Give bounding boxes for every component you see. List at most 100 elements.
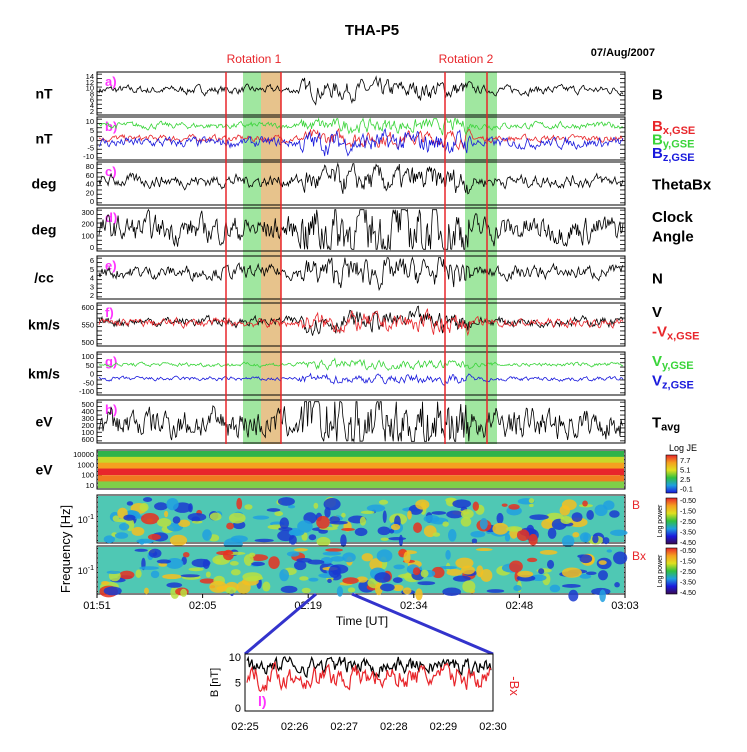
spectrogram-band — [98, 451, 624, 458]
wavelet-blob — [118, 523, 130, 531]
rotation-lines — [225, 72, 488, 444]
wavelet-blob — [202, 559, 210, 569]
wavelet-blob — [188, 567, 204, 572]
wavelet-blob — [606, 549, 613, 553]
wavelet-blob — [504, 533, 511, 542]
right-label-main: B — [652, 131, 663, 148]
je-colorbar-title: Log JE — [669, 443, 697, 453]
inset-series-minus-bx — [246, 661, 492, 693]
wavelet-blob — [549, 584, 561, 593]
y-tick-label: 600 — [81, 303, 94, 312]
wavelet-blob — [307, 559, 325, 565]
wavelet-blob — [586, 510, 594, 520]
panel-frame — [96, 399, 626, 444]
panel-letter: e) — [105, 258, 117, 273]
wavelet-blob — [251, 561, 265, 567]
right-label-main: Angle — [652, 229, 694, 246]
rotation-1-band — [243, 72, 261, 444]
y-tick-label: 12 — [86, 78, 94, 87]
wavelet-blob — [287, 504, 296, 509]
right-label-main: B — [652, 145, 663, 162]
panel-letter: c) — [105, 164, 117, 179]
series-tavg — [98, 401, 624, 443]
wavelet-blob — [308, 534, 317, 541]
wavelet-blob — [546, 559, 555, 569]
wavelet-blob — [187, 512, 207, 522]
y-tick-label: 6 — [90, 95, 94, 104]
wavelet-blob — [165, 557, 184, 569]
inset-y-tick: 10 — [229, 652, 241, 664]
power_k-tick: -0.50 — [680, 548, 696, 555]
wavelet-blob — [506, 526, 523, 532]
wavelet-blob — [215, 558, 221, 565]
wavelet-blob — [191, 520, 203, 524]
wavelet-blob — [279, 569, 290, 582]
wavelet-blob — [423, 515, 440, 523]
wavelet-blob — [313, 502, 319, 509]
wavelet-blob — [329, 516, 341, 523]
inset-x-tick: 02:29 — [430, 721, 458, 733]
wavelet-blob — [340, 534, 347, 547]
wavelet-blob — [103, 586, 122, 596]
spectrogram-band — [98, 462, 624, 470]
panel-frame — [96, 351, 626, 396]
wavelet-blob — [392, 584, 404, 592]
wavelet-blob — [517, 570, 534, 578]
wavelet-blob — [388, 537, 407, 541]
je-colorbar-tick: -0.1 — [680, 485, 693, 494]
wavelet-blob — [126, 501, 134, 506]
wavelet-blob — [180, 588, 188, 597]
wavelet-blob — [407, 510, 412, 520]
wavelet-blob — [389, 529, 395, 534]
je-colorbar — [665, 454, 678, 494]
wavelet-blob — [347, 587, 356, 593]
wavelet-blob — [390, 523, 401, 531]
power_j-tick: -1.50 — [680, 509, 696, 516]
y-tick-label: 100 — [81, 471, 94, 480]
panel-letter: f) — [105, 305, 114, 320]
wavelet-blob — [613, 551, 628, 565]
rotation-1-label: Rotation 1 — [227, 52, 282, 66]
y-tick-label: 200 — [81, 220, 94, 229]
wavelet-blob — [131, 526, 145, 536]
wavelet-blob — [361, 553, 373, 562]
right-label: Tavg — [652, 415, 680, 434]
y-tick-label: 0 — [90, 135, 94, 144]
wavelet-blob — [323, 498, 341, 511]
wavelet-blob — [529, 514, 549, 520]
wavelet-blob — [202, 529, 212, 541]
right-label-main: V — [652, 353, 662, 370]
y-tick-label: 2 — [90, 107, 94, 116]
wavelet-blob — [432, 532, 441, 537]
zoom-line-left — [244, 592, 317, 656]
y-tick-label: -50 — [83, 378, 94, 387]
wavelet-blob — [360, 510, 375, 514]
wavelet-blob — [366, 504, 386, 512]
y-tick-label: 10 — [86, 117, 94, 126]
power_j-tick: -2.50 — [680, 519, 696, 526]
wavelet-blob — [123, 514, 136, 521]
y-tick-label: 10000 — [73, 450, 94, 459]
spectrogram-band — [98, 481, 624, 489]
wavelet-blob — [143, 587, 149, 595]
wavelet-blob — [460, 516, 472, 527]
wavelet-blob — [571, 512, 583, 522]
wavelet-blob — [297, 520, 313, 533]
wavelet-blob — [205, 571, 211, 578]
panel-frame — [96, 302, 626, 347]
y-tick-label: 14 — [86, 72, 94, 81]
wavelet-blob — [266, 508, 281, 512]
series-bz-gse — [98, 127, 624, 157]
unit-label: /cc — [34, 270, 54, 286]
wavelet-blob — [286, 551, 300, 557]
y-tick-label: 300 — [81, 414, 94, 423]
panel-letter: d) — [105, 210, 117, 225]
zoom-line-right — [351, 592, 494, 656]
y-tick-label: 100 — [81, 231, 94, 240]
wavelet-blob — [442, 521, 449, 527]
wavelet-blob — [328, 565, 341, 578]
wavelet-blob — [180, 574, 200, 578]
y-tick-label: -5 — [87, 143, 94, 152]
inset-series-b — [246, 655, 492, 679]
